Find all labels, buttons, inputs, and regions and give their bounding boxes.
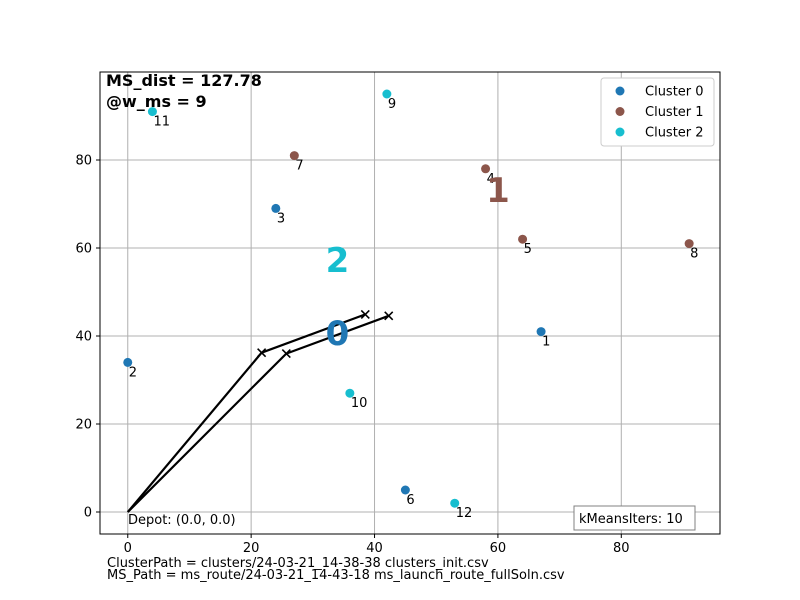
legend-frame [600,77,715,147]
point-label: 2 [129,365,137,380]
x-tick-label: 40 [366,541,383,556]
scatter-point [345,388,355,398]
scatter-point [481,164,491,174]
legend-label: Cluster 1 [645,105,704,120]
w-ms-annotation: @w_ms = 9 [106,92,207,111]
centroid-label: 0 [326,314,350,354]
point-label: 8 [690,247,698,262]
x-tick-label: 60 [490,541,507,556]
plot-frame [99,71,721,535]
route-x-marker [257,348,267,358]
point-label: 7 [295,159,303,174]
grid-layer [100,72,720,534]
scatter-point [123,357,133,367]
scatter-point [400,485,410,495]
scatter-point [271,203,281,213]
y-tick-label: 0 [84,506,92,521]
y-tick-label: 40 [75,330,92,345]
scatter-point [382,89,392,99]
x-tick-label: 0 [124,541,132,556]
depot-label: Depot: (0.0, 0.0) [128,513,236,528]
scatter-point [518,234,528,244]
route-x-marker [360,309,370,320]
legend-marker [615,86,625,96]
point-label: 4 [487,172,495,187]
point-label: 5 [524,242,532,257]
legend-marker [615,107,625,116]
route-layer [126,309,394,513]
y-tick-label: 80 [75,154,92,169]
scatter-point [289,151,299,161]
centroid-label: 1 [486,171,510,211]
legend: Cluster 0 Cluster 1 Cluster 2 [600,77,715,147]
point-label: 1 [542,335,550,350]
point-label: 12 [456,506,473,521]
scatter-point [684,239,694,249]
legend-label: Cluster 0 [645,85,704,100]
y-tick-label: 20 [75,418,92,433]
point-label: 6 [406,493,414,508]
cluster-path-text: ClusterPath = clusters/24-03-21_14-38-38… [107,556,489,571]
kmeans-iters-box: kMeansIters: 10 [573,505,696,531]
ms-path-text: MS_Path = ms_route/24-03-21_14-43-18 ms_… [107,568,565,583]
point-label: 9 [388,97,396,112]
scatter-point [450,498,460,508]
point-label: 3 [277,211,285,226]
route-x-marker [281,349,291,359]
route-x-marker [384,311,394,321]
x-tick-label: 80 [613,541,630,556]
point-label: 11 [153,115,170,130]
scatter-point [147,107,157,117]
legend-marker [615,127,625,137]
centroid-label-layer: 0 1 2 [326,171,510,354]
scatter-point [536,327,546,337]
y-tick-label: 60 [75,242,92,257]
centroid-label: 2 [326,241,350,281]
point-label: 10 [351,396,368,411]
ms-dist-annotation: MS_dist = 127.78 [106,71,262,90]
kmeans-iters-label: kMeansIters: 10 [579,512,683,527]
legend-label: Cluster 2 [645,126,704,141]
x-tick-label: 20 [243,541,260,556]
